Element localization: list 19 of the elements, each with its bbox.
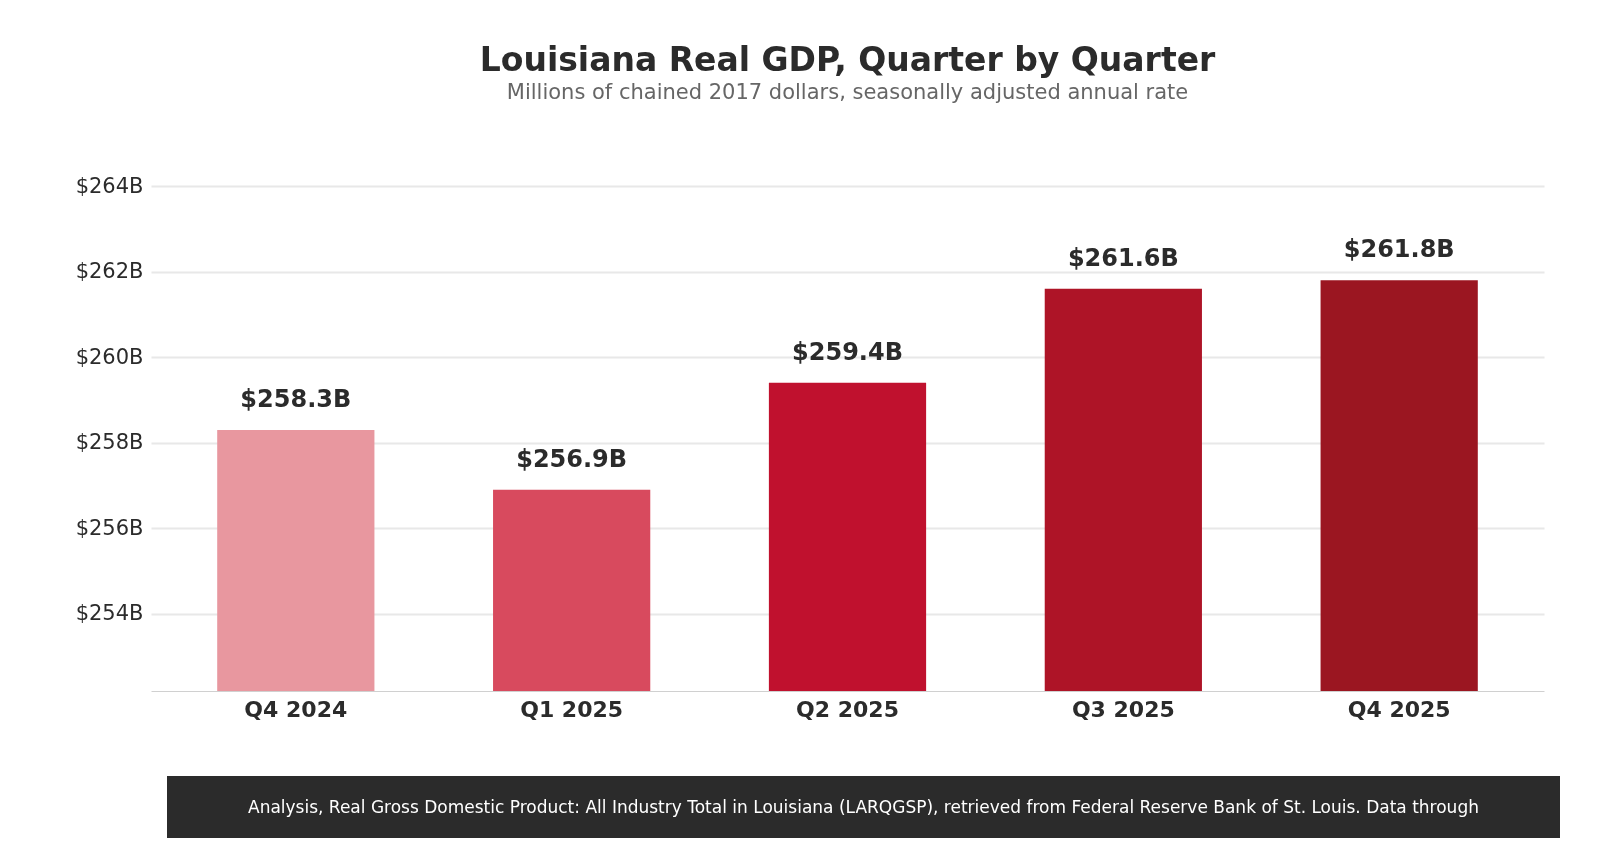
- y-tick-label: $254B: [75, 601, 144, 626]
- y-tick-label: $258B: [75, 430, 144, 455]
- data-label: $258.3B: [240, 384, 352, 413]
- x-tick-label: Q4 2024: [244, 696, 348, 722]
- y-tick-label: $256B: [75, 515, 144, 540]
- y-tick-label: $264B: [75, 173, 144, 198]
- text: Analysis, Real Gross Domestic Product: All Industry Total in Louisiana (LARQGSP), retrieved from Federal Reserve Bank of St. Louis. Data through: [167, 776, 1560, 838]
- x-tick-label: Q2 2025: [796, 696, 899, 722]
- data-label: $259.4B: [792, 337, 903, 366]
- x-tick-label: Q1 2025: [520, 696, 624, 722]
- y-tick-label: $260B: [75, 344, 144, 369]
- chart-title: Louisiana Real GDP, Quarter by Quarter: [479, 40, 1217, 79]
- chart-subtitle: Millions of chained 2017 dollars, seasonally adjusted annual rate: [506, 80, 1189, 104]
- x-tick-label: Q4 2025: [1347, 696, 1451, 722]
- x-tick-label: Q3 2025: [1071, 696, 1175, 722]
- data-label: $256.9B: [516, 444, 628, 473]
- y-tick-label: $262B: [75, 259, 144, 284]
- data-label: $261.6B: [1067, 243, 1179, 272]
- data-label: $261.8B: [1343, 235, 1455, 264]
